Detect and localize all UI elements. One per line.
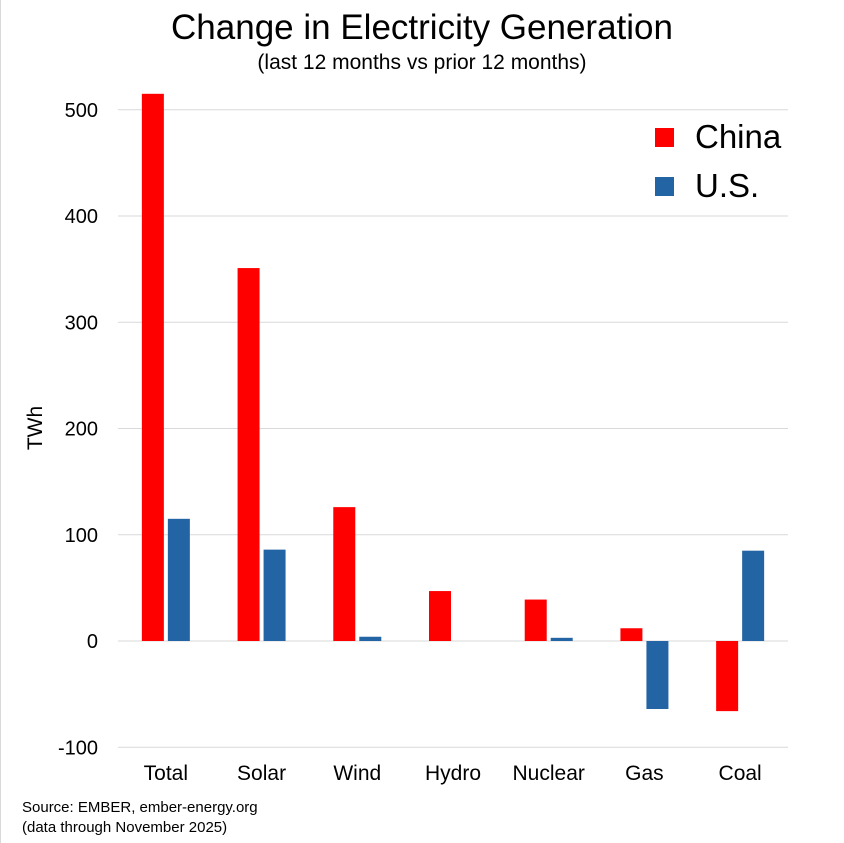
bar-us-solar (263, 549, 286, 641)
y-tick-label: 100 (65, 525, 98, 547)
bar-us-wind (359, 636, 382, 641)
y-tick-label: 300 (65, 312, 98, 334)
bar-us-coal (742, 550, 765, 641)
data-through-note: (data through November 2025) (22, 819, 228, 836)
x-tick-label: Gas (625, 762, 664, 785)
legend-label-us: U.S. (695, 167, 760, 204)
chart-subtitle: (last 12 months vs prior 12 months) (257, 51, 587, 74)
x-tick-label: Nuclear (513, 762, 585, 785)
x-tick-label: Hydro (425, 762, 481, 785)
bar-china-total (141, 93, 164, 641)
y-tick-label: -100 (58, 737, 98, 759)
source-line: Source: EMBER, ember-energy.org (22, 799, 258, 816)
legend-label-china: China (695, 118, 782, 155)
y-tick-label: 500 (65, 100, 98, 122)
legend-swatch-china (655, 127, 674, 147)
bar-china-gas (620, 628, 643, 641)
bar-china-coal (716, 641, 739, 712)
bar-us-total (167, 518, 190, 641)
bar-china-hydro (429, 591, 451, 641)
y-tick-label: 400 (65, 206, 98, 228)
legend-swatch-us (655, 176, 674, 196)
x-tick-label: Coal (719, 762, 762, 785)
x-tick-label: Total (144, 762, 188, 785)
bar-us-nuclear (550, 637, 573, 641)
y-tick-label: 0 (87, 631, 98, 653)
bar-china-wind (333, 507, 356, 641)
y-tick-label: 200 (65, 419, 98, 441)
bar-us-gas (646, 641, 669, 709)
x-tick-label: Wind (333, 762, 381, 785)
x-tick-label: Solar (237, 762, 286, 785)
source-note: Source: EMBER, ember-energy.org (data th… (22, 798, 258, 838)
legend-item-china: China (655, 117, 781, 157)
chart-title: Change in Electricity Generation (171, 8, 673, 47)
legend-item-us: U.S. (655, 166, 759, 206)
bar-china-nuclear (524, 599, 547, 641)
bar-china-solar (237, 268, 260, 641)
